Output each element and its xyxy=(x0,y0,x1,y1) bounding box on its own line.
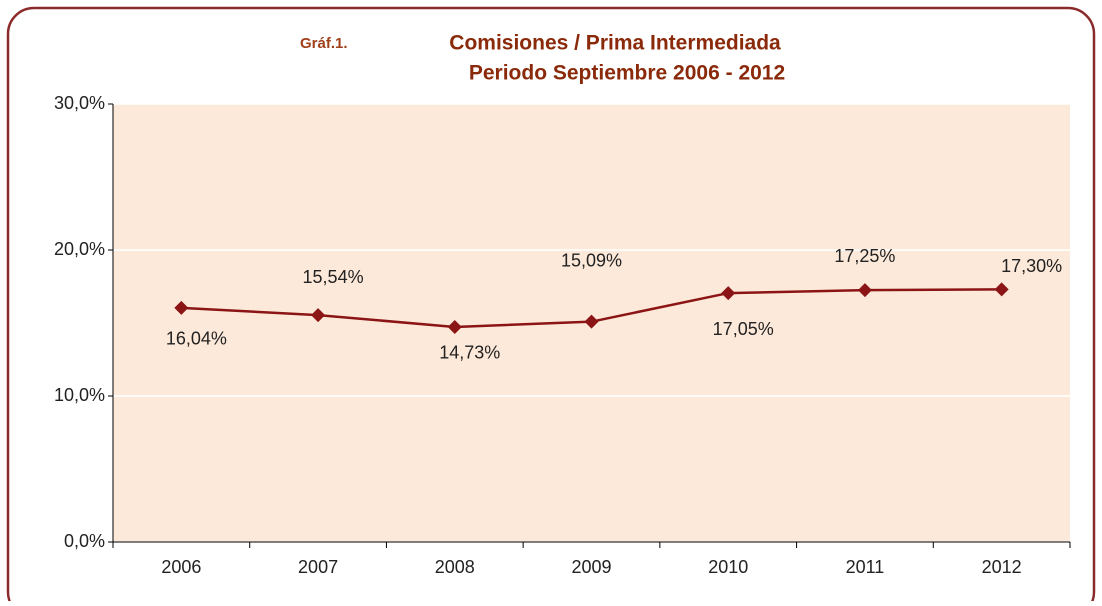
marker xyxy=(721,286,736,301)
marker xyxy=(584,314,599,329)
chart-subtitle: Periodo Septiembre 2006 - 2012 xyxy=(469,62,785,85)
marker xyxy=(857,283,872,298)
chart-label: Gráf.1. xyxy=(300,35,348,52)
marker xyxy=(174,300,189,315)
x-tick-label: 2006 xyxy=(161,557,201,577)
marker xyxy=(994,282,1009,297)
marker xyxy=(311,308,326,323)
x-tick-label: 2008 xyxy=(435,557,475,577)
chart-title: Comisiones / Prima Intermediada xyxy=(449,32,781,55)
data-label: 17,25% xyxy=(834,246,895,266)
y-tick-label: 30,0% xyxy=(54,93,105,113)
data-label: 14,73% xyxy=(439,343,500,363)
data-label: 17,30% xyxy=(1001,256,1062,276)
data-label: 17,05% xyxy=(713,319,774,339)
marker xyxy=(447,319,462,334)
y-tick-label: 10,0% xyxy=(54,385,105,405)
y-tick-label: 0,0% xyxy=(64,531,105,551)
x-tick-label: 2011 xyxy=(846,557,885,577)
y-tick-label: 20,0% xyxy=(54,239,105,259)
data-label: 15,09% xyxy=(561,250,622,270)
data-label: 16,04% xyxy=(166,329,227,349)
x-tick-label: 2007 xyxy=(298,557,338,577)
x-tick-label: 2009 xyxy=(571,557,611,577)
x-tick-label: 2010 xyxy=(708,557,748,577)
data-label: 15,54% xyxy=(303,267,364,287)
x-tick-label: 2012 xyxy=(982,557,1022,577)
